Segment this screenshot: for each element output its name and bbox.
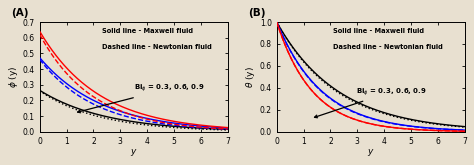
Text: Solid line - Maxwell fluid: Solid line - Maxwell fluid: [102, 28, 193, 33]
X-axis label: $y$: $y$: [130, 147, 137, 158]
Text: (B): (B): [248, 8, 266, 18]
Text: Dashed line - Newtonian fluid: Dashed line - Newtonian fluid: [102, 44, 211, 50]
Text: Dashed line - Newtonian fluid: Dashed line - Newtonian fluid: [333, 44, 443, 50]
Text: (A): (A): [11, 8, 29, 18]
Y-axis label: $\phi$ (y): $\phi$ (y): [7, 66, 20, 88]
Text: Bi$_{\phi}$ = 0.3, 0.6, 0.9: Bi$_{\phi}$ = 0.3, 0.6, 0.9: [78, 83, 205, 113]
Text: Bi$_{\phi}$ = 0.3, 0.6, 0.9: Bi$_{\phi}$ = 0.3, 0.6, 0.9: [314, 86, 427, 118]
X-axis label: $y$: $y$: [367, 147, 374, 158]
Y-axis label: $\theta$ (y): $\theta$ (y): [244, 66, 257, 88]
Text: Solid line - Maxwell fluid: Solid line - Maxwell fluid: [333, 28, 424, 33]
